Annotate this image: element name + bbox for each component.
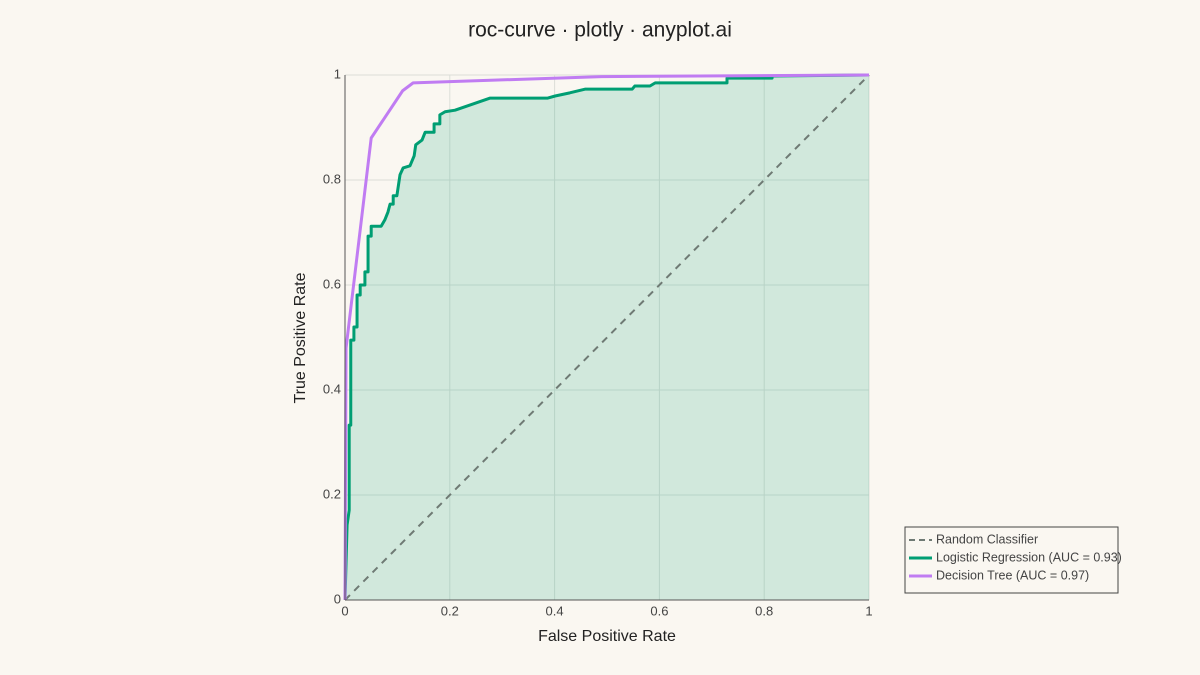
x-axis-title: False Positive Rate [538, 628, 676, 645]
y-tick-label: 0.4 [323, 381, 341, 396]
grid [344, 74, 870, 601]
series-line [343, 73, 870, 601]
legend-label: Logistic Regression (AUC = 0.93) [936, 550, 1122, 564]
legend-label: Decision Tree (AUC = 0.97) [936, 568, 1089, 582]
y-tick-label: 0.8 [323, 171, 341, 186]
y-tick-label: 0 [334, 591, 341, 606]
x-tick-label: 0.2 [441, 603, 459, 618]
y-tick-label: 0.6 [323, 276, 341, 291]
x-tick-label: 0 [341, 603, 348, 618]
chart-title: roc-curve · plotly · anyplot.ai [468, 19, 732, 42]
series-line [344, 74, 870, 601]
legend: Random Classifier Logistic Regression (AU… [904, 526, 1122, 594]
plot-area [343, 73, 870, 601]
x-tick-label: 0.4 [546, 603, 564, 618]
series-line [343, 73, 870, 601]
y-axis-title: True Positive Rate [292, 272, 309, 403]
x-tick-label: 0.8 [755, 603, 773, 618]
y-tick-label: 0.2 [323, 486, 341, 501]
y-tick-label: 1 [334, 66, 341, 81]
legend-label: Random Classifier [936, 532, 1038, 546]
x-tick-label: 0.6 [650, 603, 668, 618]
legend-box [904, 526, 1119, 594]
x-tick-label: 1 [865, 603, 872, 618]
axes: 0 0.2 0.4 0.6 0.8 1 0 0.2 0.4 0.6 0.8 1 [323, 66, 873, 618]
